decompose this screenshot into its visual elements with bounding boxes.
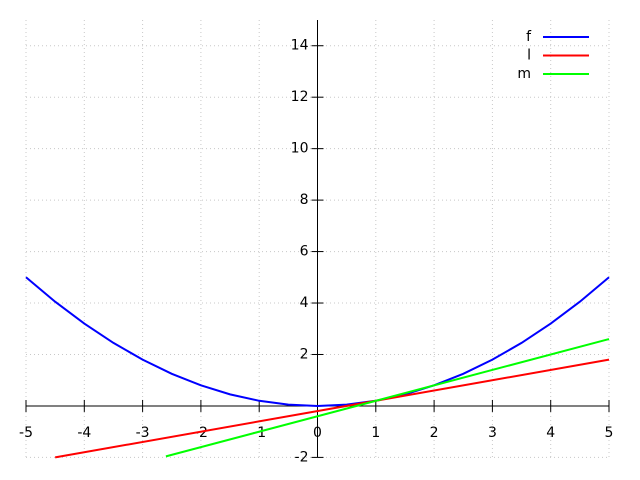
y-tick-label: 4 [300, 295, 309, 311]
y-tick-label: 8 [300, 192, 309, 208]
series-line [25, 276, 610, 407]
y-tick-label: 6 [300, 244, 309, 260]
x-tick-label: 0 [313, 425, 322, 441]
series-line [165, 338, 610, 458]
legend-label: f [526, 29, 532, 45]
series-line [54, 358, 610, 459]
x-tick-label: 4 [546, 425, 555, 441]
x-tick-label: -2 [194, 425, 208, 441]
y-tick-label: 2 [300, 346, 309, 362]
x-tick-label: -3 [136, 425, 150, 441]
x-tick-label: -5 [19, 425, 33, 441]
x-tick-label: -1 [252, 425, 266, 441]
y-tick-label: -2 [295, 449, 309, 465]
y-tick-label: 12 [291, 89, 309, 105]
x-tick-label: 1 [371, 425, 380, 441]
y-tick-label: 14 [291, 38, 309, 54]
legend-label: l [527, 48, 531, 64]
x-tick-label: 2 [430, 425, 439, 441]
x-tick-label: 3 [488, 425, 497, 441]
x-tick-label: -4 [77, 425, 91, 441]
y-tick-label: 10 [291, 141, 309, 157]
legend-label: m [517, 66, 531, 82]
x-tick-label: 5 [605, 425, 614, 441]
